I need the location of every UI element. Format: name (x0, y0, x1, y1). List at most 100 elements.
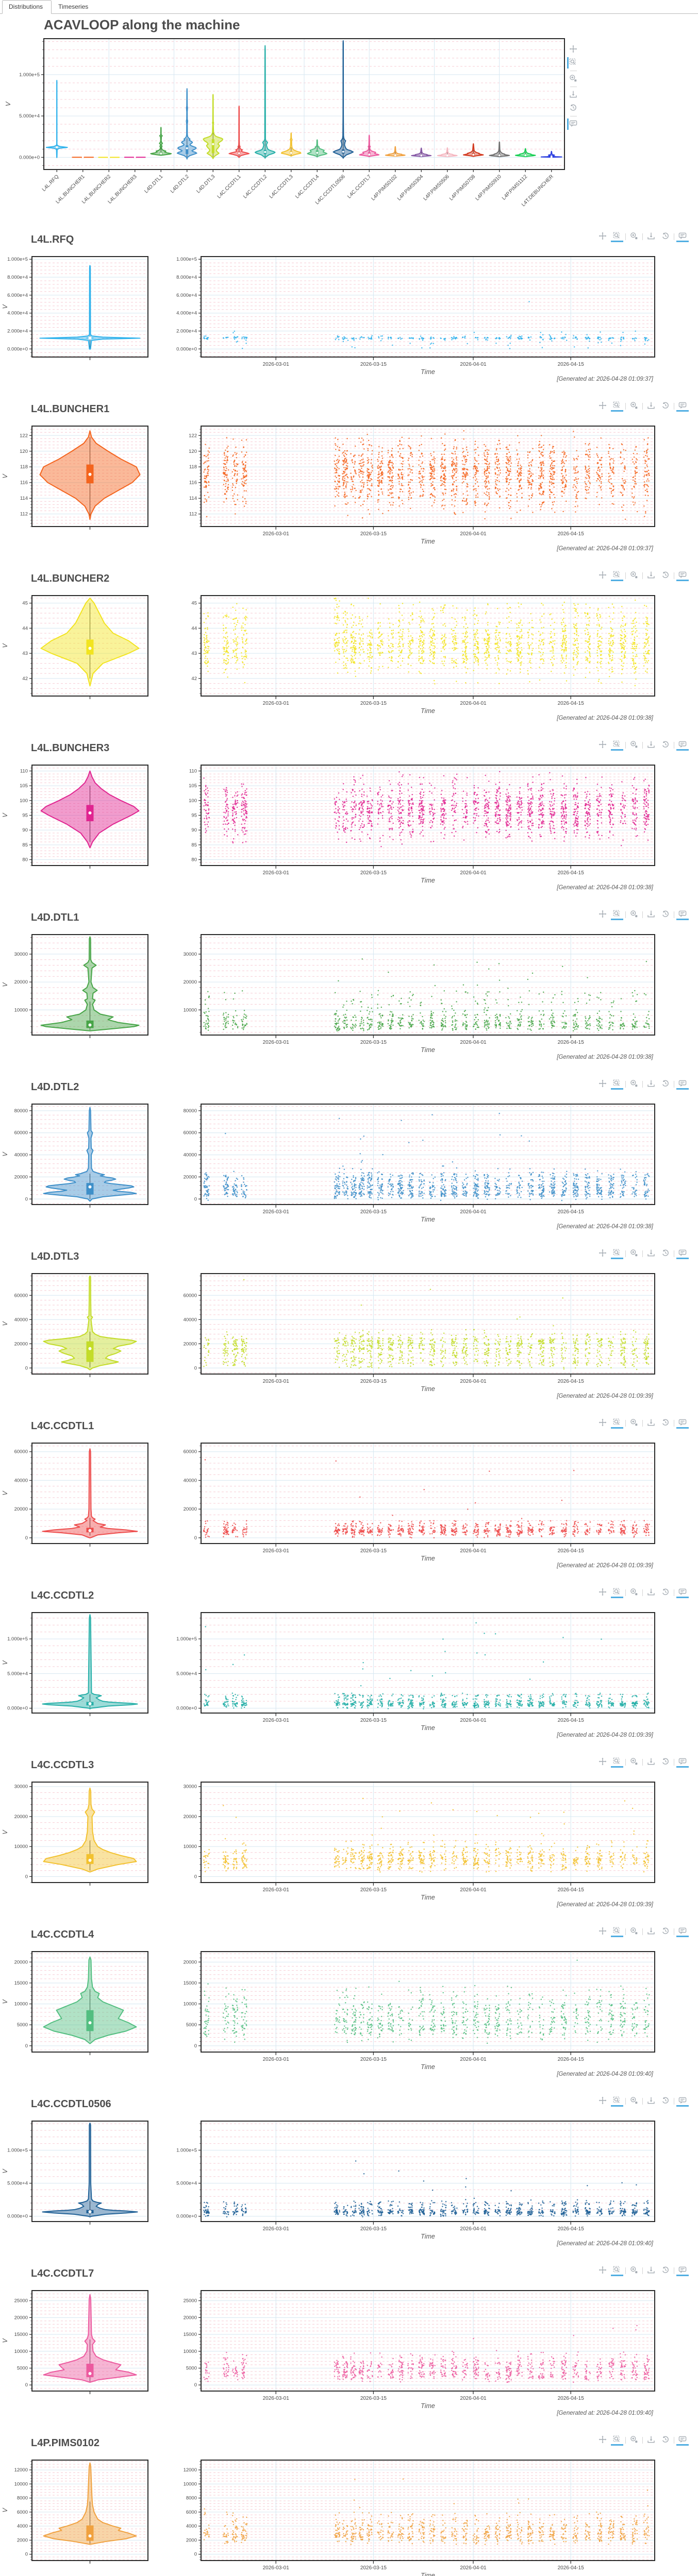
zoom-in-icon[interactable] (628, 2095, 640, 2107)
hover-icon[interactable] (676, 231, 689, 242)
pan-icon[interactable] (596, 400, 609, 412)
timeseries-plot[interactable]: 0.000e+02.000e+44.000e+46.000e+48.000e+4… (175, 252, 698, 376)
zoom-in-icon[interactable] (628, 1587, 640, 1598)
reset-axes-icon[interactable] (659, 909, 672, 920)
violin-plot[interactable]: 0.000e+02.000e+44.000e+46.000e+48.000e+4… (0, 252, 175, 376)
download-icon[interactable] (645, 1926, 657, 1937)
pan-icon[interactable] (596, 909, 609, 920)
zoom-in-icon[interactable] (628, 909, 640, 920)
pan-icon[interactable] (596, 2265, 609, 2276)
violin-plot[interactable]: 0.000e+05.000e+41.000e+5V (0, 1608, 175, 1732)
zoom-in-icon[interactable] (628, 1417, 640, 1429)
download-icon[interactable] (645, 2265, 657, 2276)
download-icon[interactable] (567, 89, 579, 100)
pan-icon[interactable] (596, 1417, 609, 1429)
hover-icon[interactable] (676, 909, 689, 920)
zoom-in-icon[interactable] (628, 231, 640, 242)
reset-axes-icon[interactable] (659, 570, 672, 581)
reset-axes-icon[interactable] (659, 739, 672, 751)
reset-axes-icon[interactable] (659, 1587, 672, 1598)
zoom-icon[interactable] (611, 1417, 623, 1429)
download-icon[interactable] (645, 570, 657, 581)
hover-icon[interactable] (676, 2265, 689, 2276)
zoom-icon[interactable] (611, 1248, 623, 1259)
hover-icon[interactable] (676, 570, 689, 581)
overview-violin-plot[interactable]: 0.000e+05.000e+41.000e+5VL4L.RFQL4L.BUNC… (0, 35, 698, 223)
zoom-icon[interactable] (611, 1078, 623, 1090)
reset-axes-icon[interactable] (659, 1926, 672, 1937)
reset-axes-icon[interactable] (659, 1417, 672, 1429)
pan-icon[interactable] (596, 1926, 609, 1937)
pan-icon[interactable] (596, 2434, 609, 2446)
tab-distributions[interactable]: Distributions (2, 0, 52, 14)
zoom-icon[interactable] (611, 739, 623, 751)
zoom-in-icon[interactable] (567, 73, 579, 84)
violin-plot[interactable]: 0.000e+05.000e+41.000e+5V (0, 2117, 175, 2241)
reset-axes-icon[interactable] (659, 1078, 672, 1090)
pan-icon[interactable] (596, 1078, 609, 1090)
pan-icon[interactable] (567, 44, 579, 55)
download-icon[interactable] (645, 1756, 657, 1768)
download-icon[interactable] (645, 1417, 657, 1429)
zoom-icon[interactable] (611, 231, 623, 242)
download-icon[interactable] (645, 400, 657, 412)
pan-icon[interactable] (596, 1587, 609, 1598)
hover-icon[interactable] (676, 1417, 689, 1429)
zoom-in-icon[interactable] (628, 1248, 640, 1259)
zoom-in-icon[interactable] (628, 1078, 640, 1090)
zoom-icon[interactable] (611, 400, 623, 412)
hover-icon[interactable] (676, 2434, 689, 2446)
zoom-icon[interactable] (611, 2095, 623, 2107)
hover-icon[interactable] (676, 400, 689, 412)
zoom-in-icon[interactable] (628, 1926, 640, 1937)
pan-icon[interactable] (596, 2095, 609, 2107)
pan-icon[interactable] (596, 231, 609, 242)
zoom-icon[interactable] (611, 909, 623, 920)
hover-icon[interactable] (567, 118, 579, 130)
hover-icon[interactable] (676, 1926, 689, 1937)
tab-timeseries[interactable]: Timeseries (52, 0, 97, 13)
pan-icon[interactable] (596, 739, 609, 751)
zoom-icon[interactable] (611, 1756, 623, 1768)
reset-axes-icon[interactable] (659, 231, 672, 242)
download-icon[interactable] (645, 2434, 657, 2446)
reset-axes-icon[interactable] (659, 1248, 672, 1259)
zoom-in-icon[interactable] (628, 2434, 640, 2446)
pan-icon[interactable] (596, 1248, 609, 1259)
download-icon[interactable] (645, 231, 657, 242)
zoom-icon[interactable] (611, 1587, 623, 1598)
reset-axes-icon[interactable] (659, 2265, 672, 2276)
download-icon[interactable] (645, 739, 657, 751)
reset-axes-icon[interactable] (659, 2095, 672, 2107)
reset-axes-icon[interactable] (659, 400, 672, 412)
download-icon[interactable] (645, 2095, 657, 2107)
zoom-in-icon[interactable] (628, 1756, 640, 1768)
zoom-icon[interactable] (611, 570, 623, 581)
hover-icon[interactable] (676, 1078, 689, 1090)
reset-axes-icon[interactable] (567, 103, 579, 114)
hover-icon[interactable] (676, 2095, 689, 2107)
zoom-icon[interactable] (567, 57, 579, 69)
zoom-in-icon[interactable] (628, 2265, 640, 2276)
hover-icon[interactable] (676, 1248, 689, 1259)
